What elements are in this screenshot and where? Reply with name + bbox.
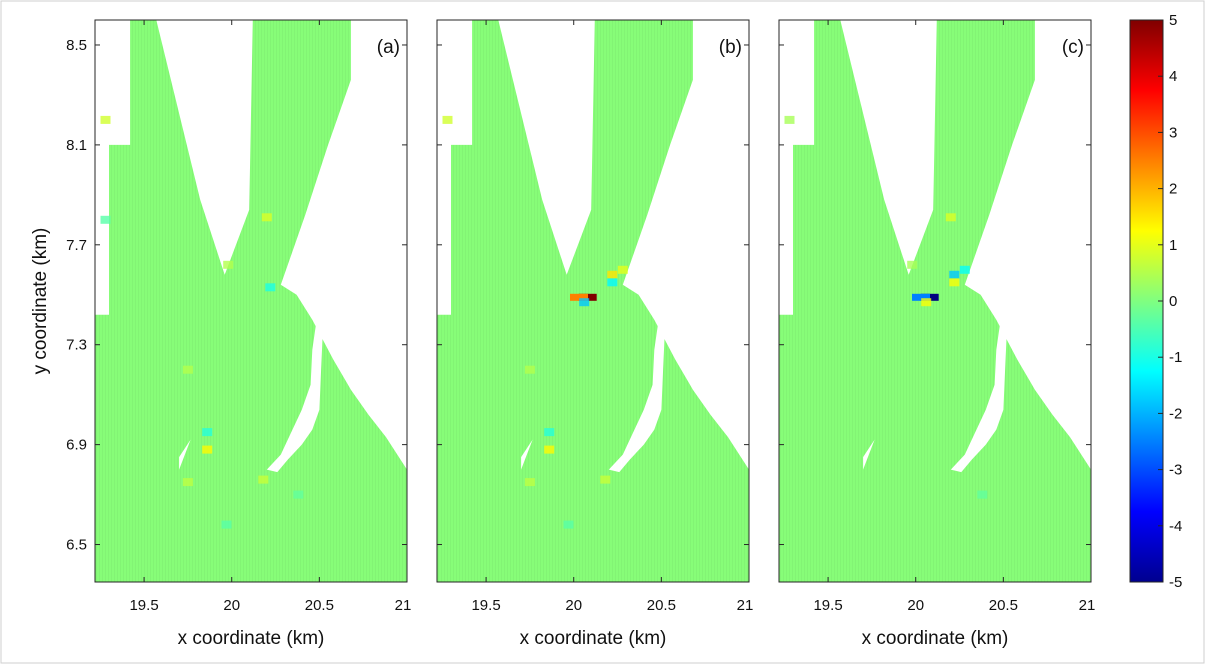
hotspot-cell [293,490,304,499]
hotspot-cell [563,520,574,529]
island-mask-a [266,324,323,473]
colorbar-tick-label: -2 [1169,405,1182,422]
x-tick-label: 19.5 [129,597,158,614]
x-tick-label: 20.5 [989,597,1018,614]
hotspot-cell [600,475,611,484]
hotspot-cell [202,445,213,454]
ticks-c: 19.5 20 20.5 21 [779,20,1095,614]
colorbar: 5 4 3 2 1 0 -1 -2 -3 -4 -5 [1129,12,1182,591]
hotspots-a [100,115,304,529]
y-tick-label: 6.9 [66,437,87,454]
hotspot-cell [544,428,555,437]
colorbar-tick-label: 2 [1169,181,1177,198]
colorbar-tick-label: -5 [1169,574,1182,591]
colorbar-tick-label: 0 [1169,293,1177,310]
hotspot-cell [959,265,970,274]
x-tick-label: 20 [907,597,924,614]
y-tick-label: 6.5 [66,537,87,554]
x-tick-label: 19.5 [471,597,500,614]
hotspot-cell [570,293,588,301]
colorbar-tick-label: -4 [1169,518,1182,535]
hotspot-cell [945,213,956,222]
island-mask-c [950,324,1007,473]
hotspot-cell [544,445,555,454]
hotspot-cell [524,478,535,487]
hotspot-cell [607,278,618,287]
x-tick-label: 21 [1079,597,1096,614]
colorbar-gradient [1129,19,1164,583]
y-tick-label: 7.7 [66,237,87,254]
x-axis-label-b: x coordinate (km) [520,628,667,649]
hotspot-cell [265,283,276,292]
colorbar-tick-label: 4 [1169,68,1177,85]
hotspot-cell [524,365,535,374]
hotspot-cell [221,520,232,529]
x-tick-label: 20.5 [305,597,334,614]
colorbar-tick-label: -3 [1169,462,1182,479]
panel-b: 19.5 20 20.5 21 (b) x coordinate (km) [436,19,754,649]
colorbar-tick-label: 3 [1169,124,1177,141]
domain-stripes-a [95,20,407,582]
hotspot-cell [258,475,269,484]
axes-box-b [436,19,750,583]
y-tick-label: 8.5 [66,37,87,54]
colorbar-tick-label: 5 [1169,12,1177,29]
hotspot-cell [907,260,918,269]
hotspot-cell [921,298,932,307]
axes-box-a [94,19,408,583]
colorbar-tick-label: -1 [1169,349,1182,366]
domain-stripes-c [779,20,1091,582]
island-mask-b [608,324,665,473]
colorbar-tick-label: 1 [1169,237,1177,254]
axes-box-c [778,19,1092,583]
ticks-a: 19.5 20 20.5 21 6.5 6.9 7.3 7.7 8.1 8.5 [66,20,411,614]
domain-stripes-b [437,20,749,582]
hotspot-cell [784,115,795,124]
panel-c: 19.5 20 20.5 21 (c) x coordinate (km) [778,19,1095,649]
y-tick-label: 8.1 [66,137,87,154]
hotspot-cell [100,115,111,124]
hotspot-cell [617,265,628,274]
hotspot-cell [202,428,213,437]
x-tick-label: 19.5 [813,597,842,614]
hotspot-cell [182,365,193,374]
panel-label-c: (c) [1062,37,1084,58]
hotspot-cell [949,278,960,287]
hotspot-cell [182,478,193,487]
hotspot-cell [607,270,618,279]
hotspot-cell [223,260,234,269]
x-tick-label: 21 [737,597,754,614]
x-tick-label: 20.5 [647,597,676,614]
y-tick-label: 7.3 [66,337,87,354]
x-tick-label: 21 [395,597,412,614]
x-tick-label: 20 [223,597,240,614]
colorbar-ticks: 5 4 3 2 1 0 -1 -2 -3 -4 -5 [1158,12,1182,591]
panel-label-b: (b) [719,37,742,58]
y-axis-label: y coordinate (km) [30,228,51,375]
hotspot-cell [949,270,960,279]
panel-a: 19.5 20 20.5 21 6.5 6.9 7.3 7.7 8.1 8.5 (a) x coo… [30,19,411,649]
hotspot-cell [100,215,111,224]
x-tick-label: 20 [565,597,582,614]
x-axis-label-a: x coordinate (km) [178,628,325,649]
hotspot-cell [579,298,590,307]
panel-label-a: (a) [377,37,400,58]
hotspots-c [784,115,988,499]
x-axis-label-c: x coordinate (km) [862,628,1009,649]
hotspot-cell [977,490,988,499]
hotspot-cell [442,115,453,124]
hotspot-cell [912,293,930,301]
hotspot-cell [261,213,272,222]
hotspots-b [442,115,628,529]
